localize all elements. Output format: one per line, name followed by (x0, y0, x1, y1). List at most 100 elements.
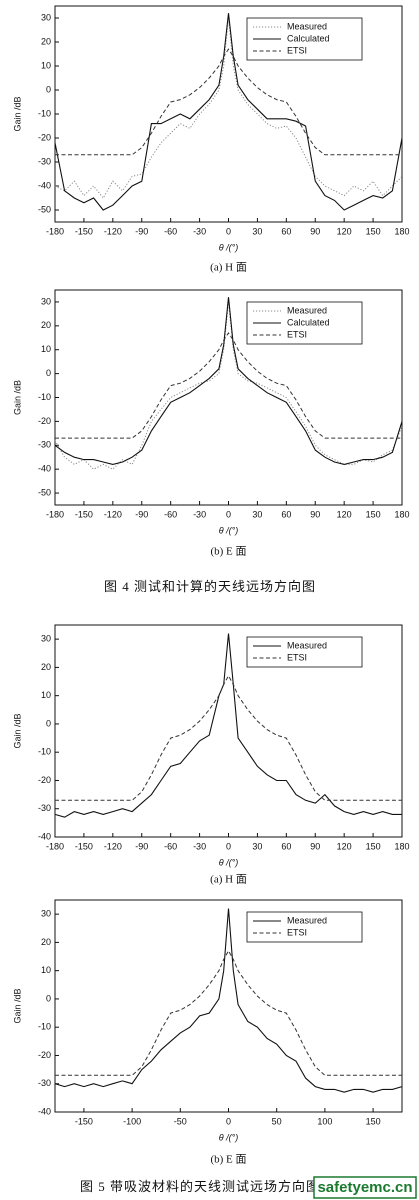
x-axis-label: θ /(°) (219, 857, 238, 867)
y-tick-label: -30 (38, 1078, 51, 1088)
x-tick-label: -60 (164, 226, 177, 236)
y-tick-label: 20 (41, 36, 51, 46)
y-tick-label: 20 (41, 662, 51, 672)
x-tick-label: 150 (366, 509, 381, 519)
series-line (54, 297, 403, 465)
x-tick-label: -30 (193, 509, 206, 519)
series-line (54, 13, 403, 211)
y-tick-label: 0 (46, 718, 51, 728)
x-axis-label: θ /(°) (219, 525, 238, 535)
x-tick-label: 120 (337, 226, 352, 236)
y-tick-label: -20 (38, 132, 51, 142)
x-tick-label: 0 (226, 841, 231, 851)
x-tick-label: 120 (337, 509, 352, 519)
x-tick-label: -180 (46, 226, 64, 236)
y-tick-label: -10 (38, 392, 51, 402)
chart-caption: (b) E 面 (210, 1154, 246, 1166)
x-tick-label: 120 (337, 841, 352, 851)
x-tick-label: 150 (366, 841, 381, 851)
y-tick-label: -40 (38, 831, 51, 841)
figure-caption: 图 4 测试和计算的天线远场方向图 (104, 579, 316, 594)
x-tick-label: -60 (164, 841, 177, 851)
y-tick-label: -30 (38, 156, 51, 166)
y-tick-label: -10 (38, 1022, 51, 1032)
x-tick-label: -90 (135, 841, 148, 851)
x-tick-label: 60 (281, 509, 291, 519)
x-tick-label: 30 (252, 509, 262, 519)
y-tick-label: -40 (38, 1106, 51, 1116)
x-tick-label: -150 (75, 509, 93, 519)
x-tick-label: -50 (174, 1116, 187, 1126)
legend-label: ETSI (287, 45, 307, 55)
x-tick-label: 60 (281, 226, 291, 236)
y-tick-label: 10 (41, 965, 51, 975)
x-tick-label: -150 (75, 1116, 93, 1126)
y-tick-label: -10 (38, 747, 51, 757)
y-tick-label: 30 (41, 634, 51, 644)
x-tick-label: -150 (75, 226, 93, 236)
figure-caption: 图 5 带吸波材料的天线测试远场方向图 (80, 1179, 320, 1194)
y-tick-label: -20 (38, 416, 51, 426)
legend-box (246, 911, 363, 943)
series-line (54, 633, 402, 818)
x-tick-label: -30 (193, 226, 206, 236)
legend-label: Measured (287, 640, 327, 650)
x-tick-label: -120 (104, 226, 122, 236)
series-line (55, 332, 402, 439)
x-tick-label: 0 (226, 509, 231, 519)
legend-label: Measured (287, 915, 327, 925)
x-tick-label: 0 (226, 1116, 231, 1126)
x-tick-label: -90 (135, 226, 148, 236)
x-axis-label: θ /(°) (219, 242, 238, 252)
y-axis-label: Gain /dB (12, 713, 22, 748)
x-tick-label: 30 (252, 226, 262, 236)
chart-caption: (a) H 面 (210, 874, 247, 886)
legend-label: Calculated (287, 317, 330, 327)
x-tick-label: 150 (366, 1116, 381, 1126)
y-tick-label: 20 (41, 320, 51, 330)
y-tick-label: 0 (46, 993, 51, 1003)
y-tick-label: 0 (46, 84, 51, 94)
y-tick-label: 30 (41, 909, 51, 919)
series-line (55, 949, 402, 1076)
x-tick-label: -120 (104, 509, 122, 519)
x-axis-label: θ /(°) (219, 1132, 238, 1142)
legend-box (246, 17, 363, 61)
x-tick-label: 150 (366, 226, 381, 236)
x-tick-label: 30 (252, 841, 262, 851)
x-tick-label: -180 (46, 841, 64, 851)
x-tick-label: 90 (310, 226, 320, 236)
y-tick-label: -10 (38, 108, 51, 118)
watermark-box (313, 1176, 417, 1199)
y-tick-label: 10 (41, 690, 51, 700)
x-tick-label: -100 (123, 1116, 141, 1126)
x-tick-label: -150 (75, 841, 93, 851)
x-tick-label: 60 (281, 841, 291, 851)
y-tick-label: 30 (41, 296, 51, 306)
x-tick-label: -90 (135, 509, 148, 519)
chart-caption: (a) H 面 (210, 262, 247, 274)
y-tick-label: -40 (38, 464, 51, 474)
x-tick-label: 50 (272, 1116, 282, 1126)
legend-label: Calculated (287, 33, 330, 43)
x-tick-label: 180 (394, 841, 409, 851)
x-tick-label: 90 (310, 509, 320, 519)
y-axis-label: Gain /dB (12, 988, 22, 1023)
y-tick-label: -50 (38, 487, 51, 497)
x-tick-label: 180 (394, 226, 409, 236)
chart-caption: (b) E 面 (210, 546, 246, 558)
y-tick-label: -30 (38, 803, 51, 813)
y-tick-label: -30 (38, 440, 51, 450)
y-tick-label: -20 (38, 1050, 51, 1060)
legend-label: ETSI (287, 329, 307, 339)
series-line (55, 48, 402, 156)
x-tick-label: -120 (104, 841, 122, 851)
x-tick-label: 90 (310, 841, 320, 851)
y-axis-label: Gain /dB (12, 380, 22, 415)
x-tick-label: -30 (193, 841, 206, 851)
y-tick-label: 10 (41, 60, 51, 70)
x-tick-label: 180 (394, 509, 409, 519)
y-tick-label: -50 (38, 204, 51, 214)
y-axis-label: Gain /dB (12, 96, 22, 131)
